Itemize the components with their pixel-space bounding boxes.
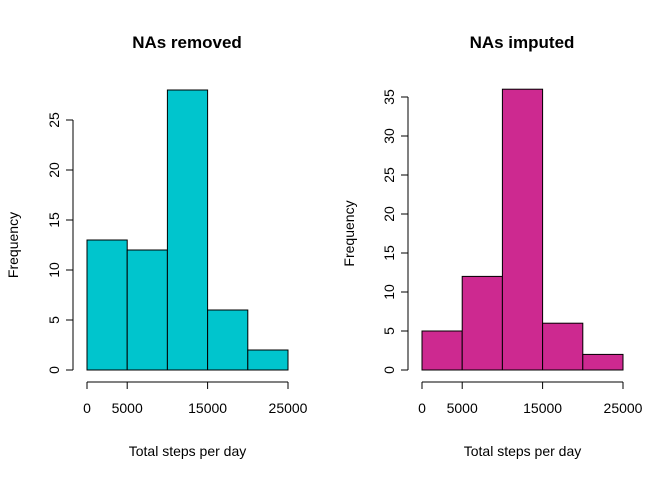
panel-nas-removed: NAs removed Total steps per day Frequenc… xyxy=(5,33,308,459)
x-tick-label: 15000 xyxy=(188,400,227,416)
chart-title: NAs removed xyxy=(132,33,242,52)
histogram-bar xyxy=(421,330,463,371)
histogram-bar xyxy=(461,275,503,371)
histogram-bar xyxy=(247,349,289,371)
y-axis: 0 5 10 15 20 25 xyxy=(46,112,74,374)
x-tick-label: 5000 xyxy=(112,400,143,416)
y-tick-label: 20 xyxy=(381,206,397,222)
y-axis-label: Frequency xyxy=(5,212,21,278)
x-tick-label: 25000 xyxy=(269,400,308,416)
x-tick-label: 0 xyxy=(83,400,91,416)
y-tick-label: 15 xyxy=(46,212,62,228)
x-axis-label: Total steps per day xyxy=(464,443,582,459)
x-tick-label: 15000 xyxy=(523,400,562,416)
x-tick-label: 0 xyxy=(418,400,426,416)
y-tick-label: 10 xyxy=(46,262,62,278)
y-tick-label: 30 xyxy=(381,128,397,144)
y-tick-label: 5 xyxy=(46,316,62,324)
histogram-bar xyxy=(582,353,624,371)
x-tick-label: 25000 xyxy=(604,400,643,416)
histogram-bar xyxy=(166,89,209,371)
histogram-bar xyxy=(501,88,544,371)
histogram-bar xyxy=(126,249,168,371)
y-tick-label: 10 xyxy=(381,284,397,300)
x-axis: 0 5000 15000 25000 xyxy=(418,381,643,416)
y-tick-label: 0 xyxy=(46,366,62,374)
x-axis: 0 5000 15000 25000 xyxy=(83,381,308,416)
y-tick-label: 15 xyxy=(381,245,397,261)
y-tick-label: 25 xyxy=(381,167,397,183)
histogram-bar xyxy=(207,309,249,371)
bars xyxy=(86,89,289,371)
y-tick-label: 35 xyxy=(381,89,397,105)
y-tick-label: 25 xyxy=(46,112,62,128)
y-axis: 0 5 10 15 20 25 30 35 xyxy=(381,89,409,374)
histogram-bar xyxy=(542,322,584,371)
y-tick-label: 20 xyxy=(46,162,62,178)
bars xyxy=(421,88,624,371)
y-axis-label: Frequency xyxy=(341,200,357,266)
chart-title: NAs imputed xyxy=(470,33,575,52)
panel-nas-imputed: NAs imputed Total steps per day Frequenc… xyxy=(341,33,643,459)
x-tick-label: 5000 xyxy=(447,400,478,416)
y-tick-label: 5 xyxy=(381,327,397,335)
histogram-bar xyxy=(86,239,128,371)
x-axis-label: Total steps per day xyxy=(129,443,247,459)
y-tick-label: 0 xyxy=(381,366,397,374)
